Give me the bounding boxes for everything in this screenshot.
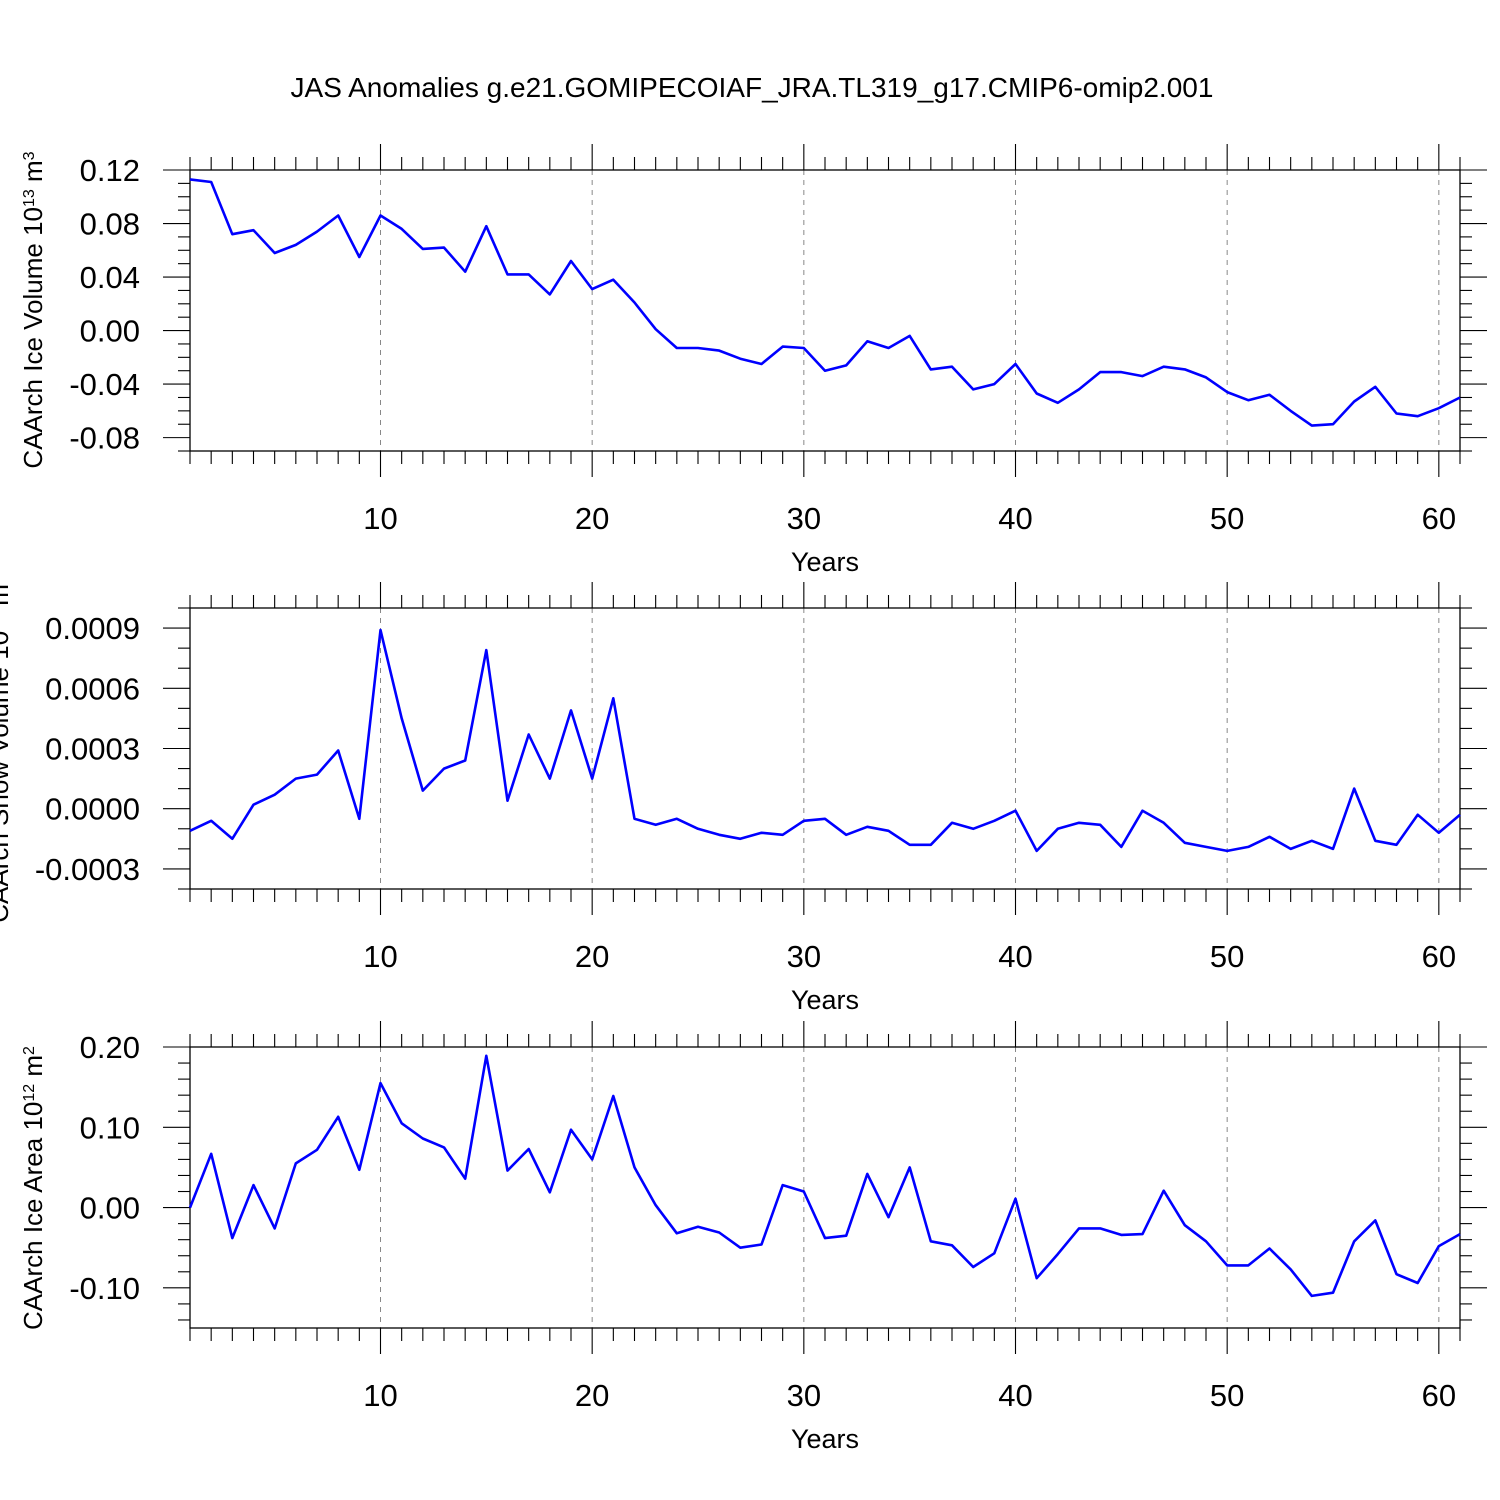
x-tick-label: 60 xyxy=(1422,501,1456,536)
y-tick-label: 0.0009 xyxy=(45,611,140,646)
x-tick-label: 50 xyxy=(1210,939,1244,974)
x-tick-label: 20 xyxy=(575,501,609,536)
x-axis-label-snow-volume: Years xyxy=(791,985,859,1015)
y-tick-label: 0.10 xyxy=(80,1110,140,1145)
x-tick-label: 30 xyxy=(787,1378,821,1413)
x-tick-label: 20 xyxy=(575,939,609,974)
plot-snow-volume: -0.0003 0.0000 0.0003 0.0006 0.0009 10 20 30 40 5… xyxy=(35,582,1487,974)
y-tick-label: 0.0000 xyxy=(45,792,140,827)
y-axis-label-ice-area: CAArch Ice Area 1012 m2 xyxy=(18,1046,48,1330)
x-tick-label: 60 xyxy=(1422,939,1456,974)
x-tick-label: 40 xyxy=(998,939,1032,974)
plot-ice-volume: -0.08 -0.04 0.00 0.04 0.08 0.12 10 20 30 40 50 60 xyxy=(69,144,1487,536)
x-tick-label: 50 xyxy=(1210,501,1244,536)
series-line-snow-volume xyxy=(189,628,1461,853)
x-axis-label-ice-area: Years xyxy=(791,1424,859,1454)
x-tick-label: 10 xyxy=(363,1378,397,1413)
x-tick-label: 60 xyxy=(1422,1378,1456,1413)
y-axis-label-snow-volume: CAArch Snow Volume 1013 m3 xyxy=(0,575,14,923)
x-tick-label: 40 xyxy=(998,501,1032,536)
x-tick-label: 40 xyxy=(998,1378,1032,1413)
panel-snow-volume: CAArch Snow Volume 1013 m3 -0.0003 0.0000… xyxy=(0,575,1487,1015)
x-tick-label: 10 xyxy=(363,501,397,536)
plot-ice-area: -0.10 0.00 0.10 0.20 10 20 30 40 50 60 xyxy=(69,1021,1487,1413)
y-tick-label: 0.00 xyxy=(80,314,140,349)
y-tick-label: 0.0006 xyxy=(45,671,140,706)
series-line-ice-area xyxy=(188,1054,1461,1298)
x-tick-label: 30 xyxy=(787,501,821,536)
x-axis-label-ice-volume: Years xyxy=(791,547,859,577)
y-tick-label: 0.04 xyxy=(80,260,140,295)
y-axis-label-ice-volume: CAArch Ice Volume 1013 m3 xyxy=(18,151,48,468)
y-tick-label: 0.00 xyxy=(80,1191,140,1226)
x-tick-label: 30 xyxy=(787,939,821,974)
y-tick-label: -0.0003 xyxy=(35,852,140,887)
x-tick-label: 10 xyxy=(363,939,397,974)
x-tick-label: 50 xyxy=(1210,1378,1244,1413)
y-tick-label: 0.12 xyxy=(80,153,140,188)
series-line-ice-volume xyxy=(189,178,1461,427)
y-tick-label: -0.10 xyxy=(69,1271,140,1306)
y-tick-label: 0.08 xyxy=(80,207,140,242)
y-tick-label: 0.0003 xyxy=(45,732,140,767)
x-tick-label: 20 xyxy=(575,1378,609,1413)
y-tick-label: -0.04 xyxy=(69,367,140,402)
y-tick-label: -0.08 xyxy=(69,421,140,456)
y-tick-label: 0.20 xyxy=(80,1030,140,1065)
panel-ice-volume: CAArch Ice Volume 1013 m3 -0.08 -0.04 0.00… xyxy=(18,144,1487,577)
chart-title: JAS Anomalies g.e21.GOMIPECOIAF_JRA.TL31… xyxy=(291,72,1214,103)
panel-ice-area: CAArch Ice Area 1012 m2 -0.10 0.00 0.10 0.2… xyxy=(18,1021,1487,1454)
